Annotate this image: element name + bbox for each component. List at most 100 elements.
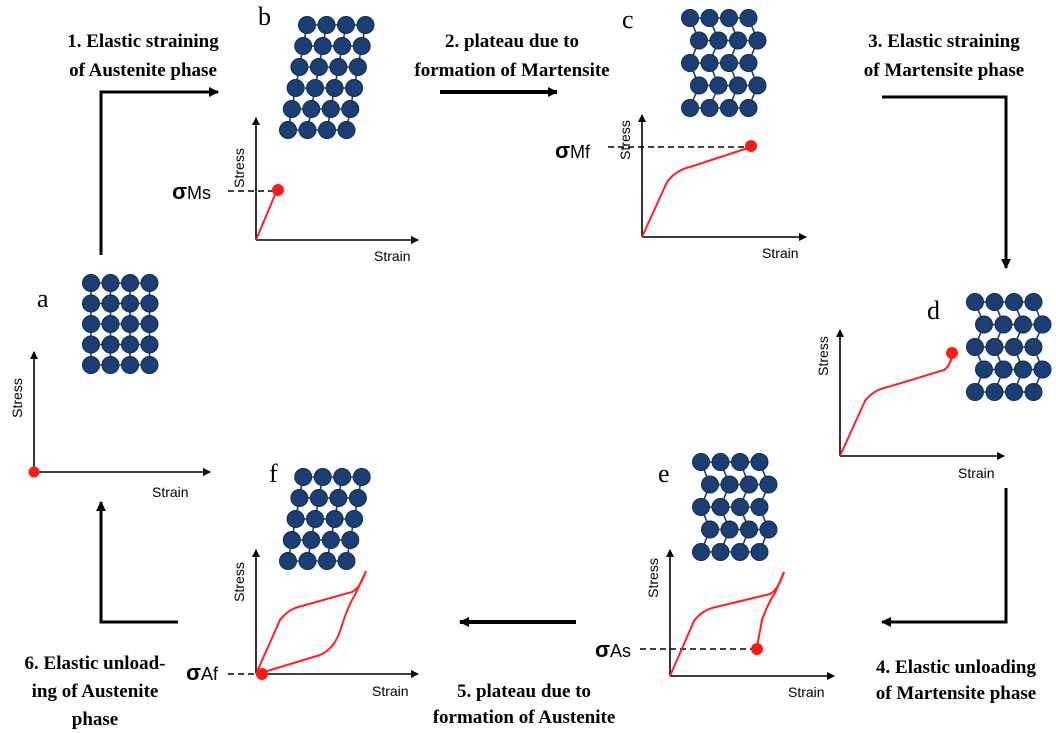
step-5-label: 5. plateau due to formation of Austenite <box>433 681 616 728</box>
step-6-label: 6. Elastic unload- ing of Austenite phas… <box>25 653 166 730</box>
lat-f-atom <box>302 531 321 549</box>
graph-c-sigma-sub: Mf <box>570 142 591 162</box>
panel-letter-a: a <box>37 284 49 313</box>
graph-d-state-marker <box>946 347 958 359</box>
graph-d: Stress Strain <box>815 329 1005 481</box>
graph-c-sigma-symbol: σ <box>555 138 570 163</box>
lat-e-atom <box>759 475 778 494</box>
lat-f-atom <box>352 468 371 486</box>
lat-a-atom <box>140 335 159 354</box>
lat-b-atom <box>298 121 317 139</box>
lat-c-atom <box>709 76 728 95</box>
step-4-label: 4. Elastic unloading of Martensite phase <box>876 657 1037 704</box>
lat-c-atom <box>748 76 767 95</box>
lat-e-atom <box>720 475 739 494</box>
lat-e-atom <box>731 498 749 516</box>
panel-letter-f: f <box>269 459 278 488</box>
lat-b-atom <box>352 37 371 55</box>
lat-b-atom <box>282 100 301 118</box>
lat-a-atom <box>140 294 159 313</box>
graph-e-sigma-label: σ As <box>595 637 631 662</box>
graph-c-state-marker <box>745 140 757 152</box>
lat-f-atom <box>298 552 317 570</box>
graph-c-sigma-label: σ Mf <box>555 138 591 163</box>
graph-f-sigma-label: σ Af <box>186 660 219 685</box>
lat-a-atom <box>101 356 120 374</box>
lat-e-atom <box>750 498 769 516</box>
lat-c-atom <box>729 76 747 95</box>
lat-e-atom <box>711 543 730 561</box>
lat-a-atom <box>140 315 159 333</box>
step-4-line2: of Martensite phase <box>876 683 1036 704</box>
lat-a-atom <box>121 294 139 313</box>
lat-d-atom <box>994 315 1013 334</box>
lat-f-atom <box>345 510 364 528</box>
lat-d-atom <box>966 293 984 311</box>
step-3-line1: 3. Elastic straining <box>868 31 1020 52</box>
graph-d-strain-label: Strain <box>958 465 995 481</box>
graph-b-strain-label: Strain <box>374 248 411 264</box>
panel-letter-d: d <box>927 296 940 325</box>
arrow-a-to-b <box>99 87 219 255</box>
lattice-d-martensite <box>966 293 1052 401</box>
lat-e-atom <box>720 520 739 539</box>
graph-b-stress-label: Stress <box>231 148 247 188</box>
lat-f-atom <box>318 552 336 570</box>
graph-e-strain-label: Strain <box>788 684 825 700</box>
graph-f-sigma-sub: Af <box>201 664 219 684</box>
lat-c-atom <box>720 99 738 117</box>
graph-e-sigma-symbol: σ <box>595 637 610 662</box>
lat-e-atom <box>740 520 758 539</box>
lat-a-atom <box>121 274 139 292</box>
graph-b: Stress Strain σ Ms <box>172 117 419 264</box>
lat-e-atom <box>701 475 719 494</box>
lat-b-atom <box>348 58 367 76</box>
lat-b-atom <box>325 79 344 97</box>
graph-a-strain-label: Strain <box>152 484 189 500</box>
step-1-line2: of Austenite phase <box>69 60 217 81</box>
lat-b-atom <box>337 121 356 139</box>
graph-c-strain-label: Strain <box>762 245 799 261</box>
graph-d-stress-label: Stress <box>815 336 831 376</box>
lat-f-atom <box>329 489 348 507</box>
lat-c-atom <box>720 54 738 72</box>
lat-e-atom <box>750 543 769 561</box>
lat-c-atom <box>720 9 738 27</box>
lat-e-atom <box>731 453 749 471</box>
graph-e-stress-label: Stress <box>645 558 661 598</box>
step-3-line2: of Martensite phase <box>864 60 1024 81</box>
graph-a-stress-label: Stress <box>9 378 25 418</box>
lat-a-atom <box>82 294 100 313</box>
lat-d-atom <box>966 383 984 401</box>
graph-c-stress-label: Stress <box>617 120 633 160</box>
panel-letter-e: e <box>658 459 670 488</box>
lat-a-atom <box>140 274 159 292</box>
lattice-e-martensite <box>692 453 778 561</box>
lat-d-atom <box>1014 360 1032 379</box>
lattice-c-martensite <box>681 9 767 117</box>
step-5-line1: 5. plateau due to <box>457 681 591 702</box>
lat-b-atom <box>317 16 336 34</box>
step-2-label: 2. plateau due to formation of Martensit… <box>414 31 609 81</box>
step-2-line2: formation of Martensite <box>414 60 609 81</box>
graph-c: Stress Strain σ Mf <box>555 114 807 261</box>
lat-b-atom <box>279 121 297 139</box>
lat-e-atom <box>692 543 710 561</box>
lat-f-atom <box>282 531 301 549</box>
lat-d-atom <box>1033 315 1052 334</box>
graph-a-state-marker <box>28 466 40 478</box>
arrow-c-to-d <box>882 95 1011 269</box>
lat-c-atom <box>739 9 758 27</box>
lat-d-atom <box>985 293 1004 311</box>
lat-d-atom <box>994 360 1013 379</box>
step-3-label: 3. Elastic straining of Martensite phase <box>864 31 1024 81</box>
step-1-line1: 1. Elastic straining <box>67 31 219 52</box>
graph-f-unloading-curve <box>263 570 367 673</box>
lat-b-atom <box>337 16 355 34</box>
panel-letter-c: c <box>622 5 634 34</box>
lat-a-atom <box>101 335 120 354</box>
lat-b-atom <box>290 58 309 76</box>
lat-b-atom <box>302 100 321 118</box>
lat-f-atom <box>333 468 352 486</box>
